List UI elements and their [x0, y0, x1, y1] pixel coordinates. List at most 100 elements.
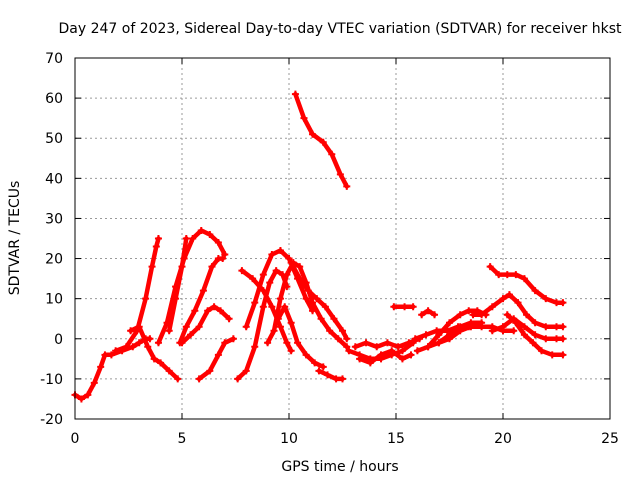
data-point	[221, 339, 229, 347]
data-point	[101, 351, 109, 359]
data-point	[165, 327, 173, 335]
plot-frame	[74, 57, 611, 420]
data-point	[283, 271, 291, 279]
series-track-23	[418, 307, 439, 319]
data-point	[424, 343, 432, 351]
data-point	[559, 335, 567, 343]
data-point	[405, 339, 413, 347]
x-tick-label: 15	[387, 431, 405, 447]
y-tick-label: 40	[45, 171, 63, 187]
data-point	[553, 323, 560, 331]
data-point	[219, 255, 227, 263]
data-point	[154, 235, 162, 242]
data-point	[266, 279, 274, 287]
data-point	[339, 375, 346, 383]
data-point	[189, 235, 197, 242]
data-point	[559, 299, 567, 307]
series-track-16	[315, 367, 346, 383]
series-track-1	[71, 335, 154, 403]
data-point	[456, 327, 464, 335]
data-point	[531, 319, 539, 327]
data-point	[259, 271, 267, 279]
series-track-10	[238, 267, 295, 355]
series-track-6	[176, 255, 227, 347]
y-tick-label: 10	[45, 292, 63, 308]
data-point	[520, 275, 528, 283]
y-tick-label: 50	[45, 131, 63, 147]
data-point	[424, 307, 432, 315]
series-track-15	[291, 90, 351, 190]
data-point	[446, 335, 453, 343]
x-tick-label: 20	[494, 431, 512, 447]
series-track-12	[264, 259, 351, 351]
data-point	[313, 295, 321, 303]
data-point	[351, 343, 359, 351]
data-point	[319, 138, 327, 146]
data-point	[178, 263, 186, 271]
data-point	[174, 375, 182, 383]
data-point	[512, 271, 520, 279]
data-point	[283, 339, 291, 347]
data-point	[272, 267, 280, 275]
data-point	[142, 295, 150, 303]
data-point	[285, 255, 293, 263]
data-point	[135, 323, 143, 331]
data-point	[456, 311, 464, 319]
data-point	[531, 287, 539, 295]
data-point	[122, 343, 130, 351]
data-point	[339, 327, 346, 335]
data-point	[324, 371, 332, 379]
data-point	[217, 307, 225, 315]
data-point	[154, 339, 162, 347]
axis-ticks: 0 5 10 15 20 25 -20 -10 0 10 20 30 40 50 60 70	[40, 51, 619, 447]
data-point	[206, 367, 214, 375]
data-point	[90, 379, 98, 387]
data-point	[559, 323, 567, 331]
data-point	[343, 343, 351, 351]
data-point	[210, 303, 218, 311]
series-track-19	[356, 347, 415, 367]
data-point	[478, 323, 486, 331]
data-point	[467, 323, 475, 331]
data-point	[309, 130, 317, 138]
data-point	[553, 299, 560, 307]
data-point	[287, 259, 295, 267]
data-point	[157, 359, 165, 367]
data-point	[182, 323, 190, 331]
data-point	[242, 323, 250, 331]
data-point	[187, 331, 195, 339]
data-point	[221, 251, 229, 259]
data-point	[242, 367, 250, 375]
series-track-3	[127, 323, 182, 383]
data-point	[229, 335, 237, 343]
data-point	[152, 243, 160, 251]
data-point	[377, 351, 385, 359]
series-track-2	[112, 235, 162, 355]
y-tick-label: -20	[40, 412, 63, 428]
data-point	[274, 315, 282, 323]
data-point	[478, 311, 486, 319]
data-point	[553, 335, 560, 343]
series-track-4	[154, 226, 229, 347]
data-point	[435, 331, 443, 339]
series-track-29	[503, 311, 567, 359]
data-point	[343, 182, 351, 190]
data-point	[276, 295, 284, 303]
data-point	[195, 375, 203, 383]
data-point	[249, 275, 257, 283]
data-point	[529, 339, 537, 347]
data-point	[296, 275, 304, 283]
data-point	[542, 295, 550, 303]
data-point	[287, 319, 295, 327]
data-point	[431, 311, 439, 319]
data-point	[514, 299, 522, 307]
data-point	[264, 339, 272, 347]
data-point	[238, 267, 246, 275]
y-tick-label: 30	[45, 211, 63, 227]
data-point	[422, 331, 430, 339]
data-point	[411, 335, 419, 343]
data-point	[309, 299, 317, 307]
data-point	[259, 287, 267, 295]
data-point	[270, 327, 278, 335]
